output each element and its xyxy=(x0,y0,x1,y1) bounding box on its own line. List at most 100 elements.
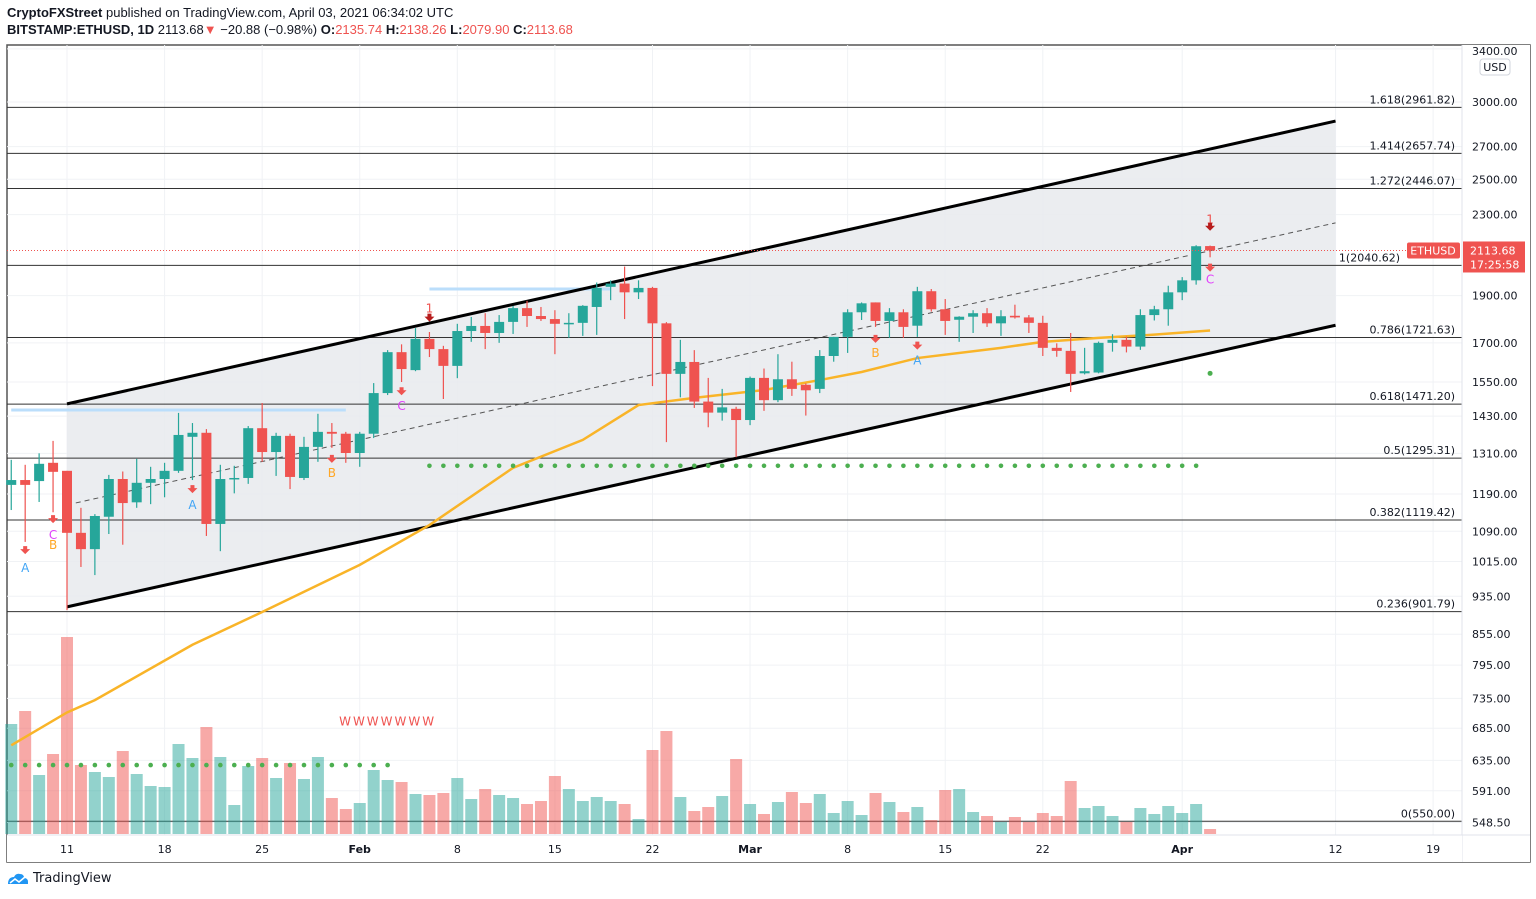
volume-bar xyxy=(925,820,938,834)
candle xyxy=(34,453,45,502)
support-dot xyxy=(664,463,669,469)
volume-bar xyxy=(1120,822,1133,834)
candle xyxy=(1135,309,1146,350)
signal-label: A xyxy=(21,561,30,575)
candle-body xyxy=(452,331,463,366)
time-axis xyxy=(7,835,1462,862)
tradingview-logo[interactable]: TradingView xyxy=(7,871,112,886)
candle xyxy=(1065,332,1076,392)
candle-body xyxy=(926,291,937,310)
volume-bar xyxy=(1036,813,1049,834)
support-dot xyxy=(287,762,293,768)
volume-bar xyxy=(883,802,896,834)
candle xyxy=(1079,347,1090,375)
candle xyxy=(926,289,937,312)
candle-body xyxy=(717,407,728,413)
candle xyxy=(1051,343,1062,357)
signal-label: C xyxy=(49,528,57,542)
candle xyxy=(759,368,769,411)
support-dot xyxy=(427,463,432,469)
candle xyxy=(103,474,114,535)
volume-bar xyxy=(256,758,269,834)
support-dot xyxy=(678,463,683,469)
candle-body xyxy=(675,361,686,374)
channel-lower-line xyxy=(66,323,1336,609)
candle xyxy=(745,376,756,426)
price-axis-tick-label: 1190.00 xyxy=(1472,488,1518,501)
support-dot xyxy=(441,463,446,469)
symbol-tag-label: ETHUSD xyxy=(1410,244,1455,257)
candle-body xyxy=(1079,371,1090,374)
candle-body xyxy=(619,283,630,293)
volume-bar xyxy=(953,789,966,834)
candle-body xyxy=(508,308,519,322)
signal-label: WWWWWWW xyxy=(339,714,436,728)
candle-body xyxy=(591,287,602,307)
candle xyxy=(647,286,658,387)
candle xyxy=(954,316,965,342)
volume-bar xyxy=(632,819,645,834)
channel-upper-line xyxy=(66,119,1336,406)
support-dot xyxy=(1138,463,1143,469)
support-dot xyxy=(482,463,488,469)
down-arrow-icon xyxy=(424,313,435,322)
candle xyxy=(661,322,672,443)
last-price-tag xyxy=(1463,241,1525,273)
support-dot xyxy=(343,762,349,768)
candle xyxy=(1205,245,1216,258)
fib-level-label: 1.618(2961.82) xyxy=(1369,93,1455,106)
volume-bar xyxy=(981,816,994,834)
fib-level-label: 0.382(1119.42) xyxy=(1369,506,1455,519)
candle xyxy=(229,465,240,494)
support-dot xyxy=(942,463,948,469)
volume-bar xyxy=(702,807,715,834)
last-price-tag-value: 2113.68 xyxy=(1470,244,1516,257)
support-dot xyxy=(524,463,530,469)
volume-bar xyxy=(674,797,687,834)
candle-body xyxy=(745,377,756,421)
support-dot xyxy=(1068,463,1073,469)
candle xyxy=(117,471,128,545)
volume-bar xyxy=(1204,829,1217,834)
candle xyxy=(884,308,895,338)
price-axis-tick-label: 1550.00 xyxy=(1472,376,1518,389)
tradingview-logo-icon xyxy=(8,873,28,884)
price-axis-tick-label: 1310.00 xyxy=(1472,447,1518,460)
volume-bar xyxy=(548,776,561,834)
support-dot xyxy=(106,762,112,768)
volume-bar xyxy=(1050,816,1063,834)
high-value: 2138.26 xyxy=(399,22,447,37)
support-dot xyxy=(190,762,195,768)
volume-bar xyxy=(604,801,617,834)
support-dot xyxy=(1152,463,1157,469)
support-dot xyxy=(385,762,390,768)
low-label: L: xyxy=(450,22,463,37)
candle xyxy=(159,462,170,498)
candle xyxy=(257,403,268,462)
volume-bar xyxy=(5,724,18,834)
support-dot xyxy=(1096,463,1101,469)
candle xyxy=(828,336,839,362)
volume-bar xyxy=(88,772,101,834)
candle-body xyxy=(1107,339,1118,343)
support-dot xyxy=(1179,463,1185,469)
support-dot xyxy=(1026,463,1032,469)
support-dot xyxy=(803,463,809,469)
candle xyxy=(675,339,686,398)
price-axis-tick-label: 548.50 xyxy=(1472,816,1511,829)
signal-label: 1 xyxy=(1206,212,1214,226)
support-dot xyxy=(371,762,376,768)
candle xyxy=(368,383,379,439)
support-dot xyxy=(775,463,781,469)
open-value: 2135.74 xyxy=(335,22,383,37)
support-dot xyxy=(468,463,474,469)
candle xyxy=(870,302,881,327)
volume-bar xyxy=(451,778,464,834)
candle xyxy=(995,310,1006,336)
candle-body xyxy=(1149,309,1160,316)
candle-body xyxy=(647,287,658,324)
volume-bar xyxy=(730,759,743,834)
volume-bar xyxy=(381,780,394,834)
volume-bar xyxy=(493,795,506,834)
